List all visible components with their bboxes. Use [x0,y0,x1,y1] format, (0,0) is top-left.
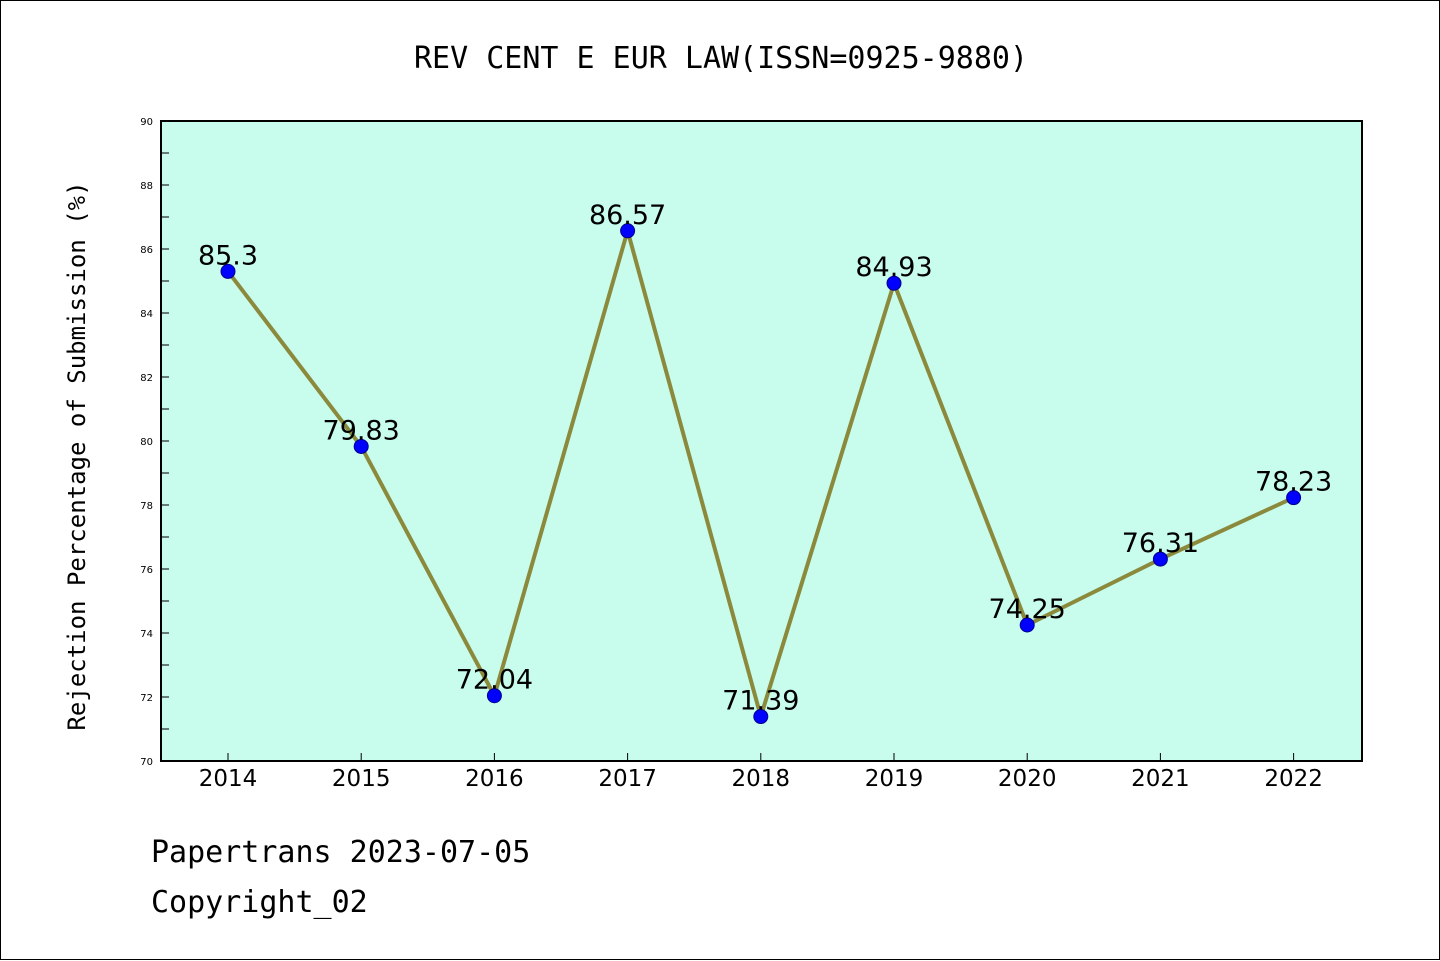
data-labels: 85.3 79.83 72.04 86.57 71.39 84.93 74.25 76.31 7… [198,200,1332,717]
data-markers [220,223,1302,725]
footer-date: Papertrans 2023-07-05 [151,835,531,870]
y-tick-label: 88 [140,181,153,192]
chart-title: REV CENT E EUR LAW(ISSN=0925-9880) [414,41,1028,76]
y-tick-label: 80 [140,437,153,448]
x-tick-label: 2021 [1131,766,1190,792]
x-tick-label: 2018 [732,766,791,792]
data-label: 79.83 [323,415,400,446]
y-tick-label: 90 [140,117,153,128]
data-label: 74.25 [989,594,1066,625]
x-tick-label: 2022 [1264,766,1323,792]
data-point-marker [1019,617,1035,633]
y-tick-label: 82 [140,373,153,384]
data-point-marker [886,275,902,291]
y-tick-label: 70 [140,757,153,768]
y-tick-label: 76 [140,565,153,576]
data-label: 85.3 [198,240,258,271]
data-label: 76.31 [1122,528,1199,559]
data-label: 72.04 [456,665,533,696]
data-label: 71.39 [722,686,799,717]
data-point-marker [353,438,369,454]
y-tick-label: 74 [140,629,153,640]
data-point-marker [486,688,502,704]
data-point-marker [220,263,236,279]
y-tick-label: 78 [140,501,153,512]
x-tick-label: 2020 [998,766,1057,792]
x-tick-label: 2019 [865,766,924,792]
y-axis-label: Rejection Percentage of Submission (%) [63,181,91,730]
data-point-marker [1152,551,1168,567]
x-tick-label: 2017 [598,766,657,792]
data-label: 86.57 [589,200,666,231]
y-tick-label: 86 [140,245,153,256]
x-tick-label: 2014 [199,766,258,792]
y-tick-label: 84 [140,309,153,320]
y-tick-label: 72 [140,693,153,704]
x-tick-label: 2015 [332,766,391,792]
x-tick-label: 2016 [465,766,524,792]
footer-copyright: Copyright_02 [151,885,368,920]
x-axis-ticks: 2014 2015 2016 2017 2018 2019 2020 2021 2022 [199,753,1323,792]
data-point-marker [620,223,636,239]
data-label: 84.93 [855,252,932,283]
data-point-marker [1286,490,1302,506]
data-point-marker [753,709,769,725]
data-label: 78.23 [1255,467,1332,498]
y-axis-ticks: 70 72 74 76 78 80 82 84 86 88 90 [140,117,169,768]
